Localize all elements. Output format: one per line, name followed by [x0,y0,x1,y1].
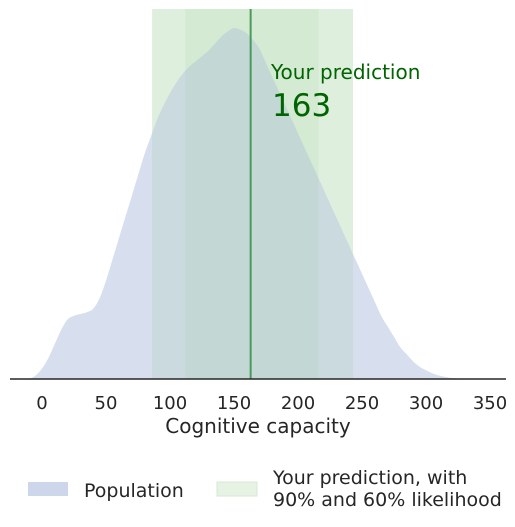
x-tick-label: 350 [473,393,507,414]
prediction-value: 163 [272,88,331,124]
x-tick-label: 200 [281,393,315,414]
legend: Population Your prediction, with 90% and… [28,467,502,511]
legend-label-prediction-line1: Your prediction, with [272,467,467,489]
legend-swatch-population [28,482,68,496]
x-tick-label: 300 [409,393,443,414]
legend-label-prediction-line2: 90% and 60% likelihood [273,489,502,511]
prediction-label: Your prediction [270,60,420,84]
prediction-bands-overlay [152,9,354,379]
x-tick-label: 150 [217,393,251,414]
x-axis-ticks: 0 50 100 150 200 250 300 350 [36,393,507,414]
band-overlay-60pct [185,9,319,379]
x-axis-label: Cognitive capacity [165,414,351,438]
x-tick-label: 0 [36,393,47,414]
x-tick-label: 100 [153,393,187,414]
legend-label-population: Population [84,480,184,502]
x-tick-label: 250 [345,393,379,414]
band-overlay-90pct [152,9,354,379]
x-tick-label: 50 [95,393,118,414]
legend-swatch-prediction [216,481,258,497]
